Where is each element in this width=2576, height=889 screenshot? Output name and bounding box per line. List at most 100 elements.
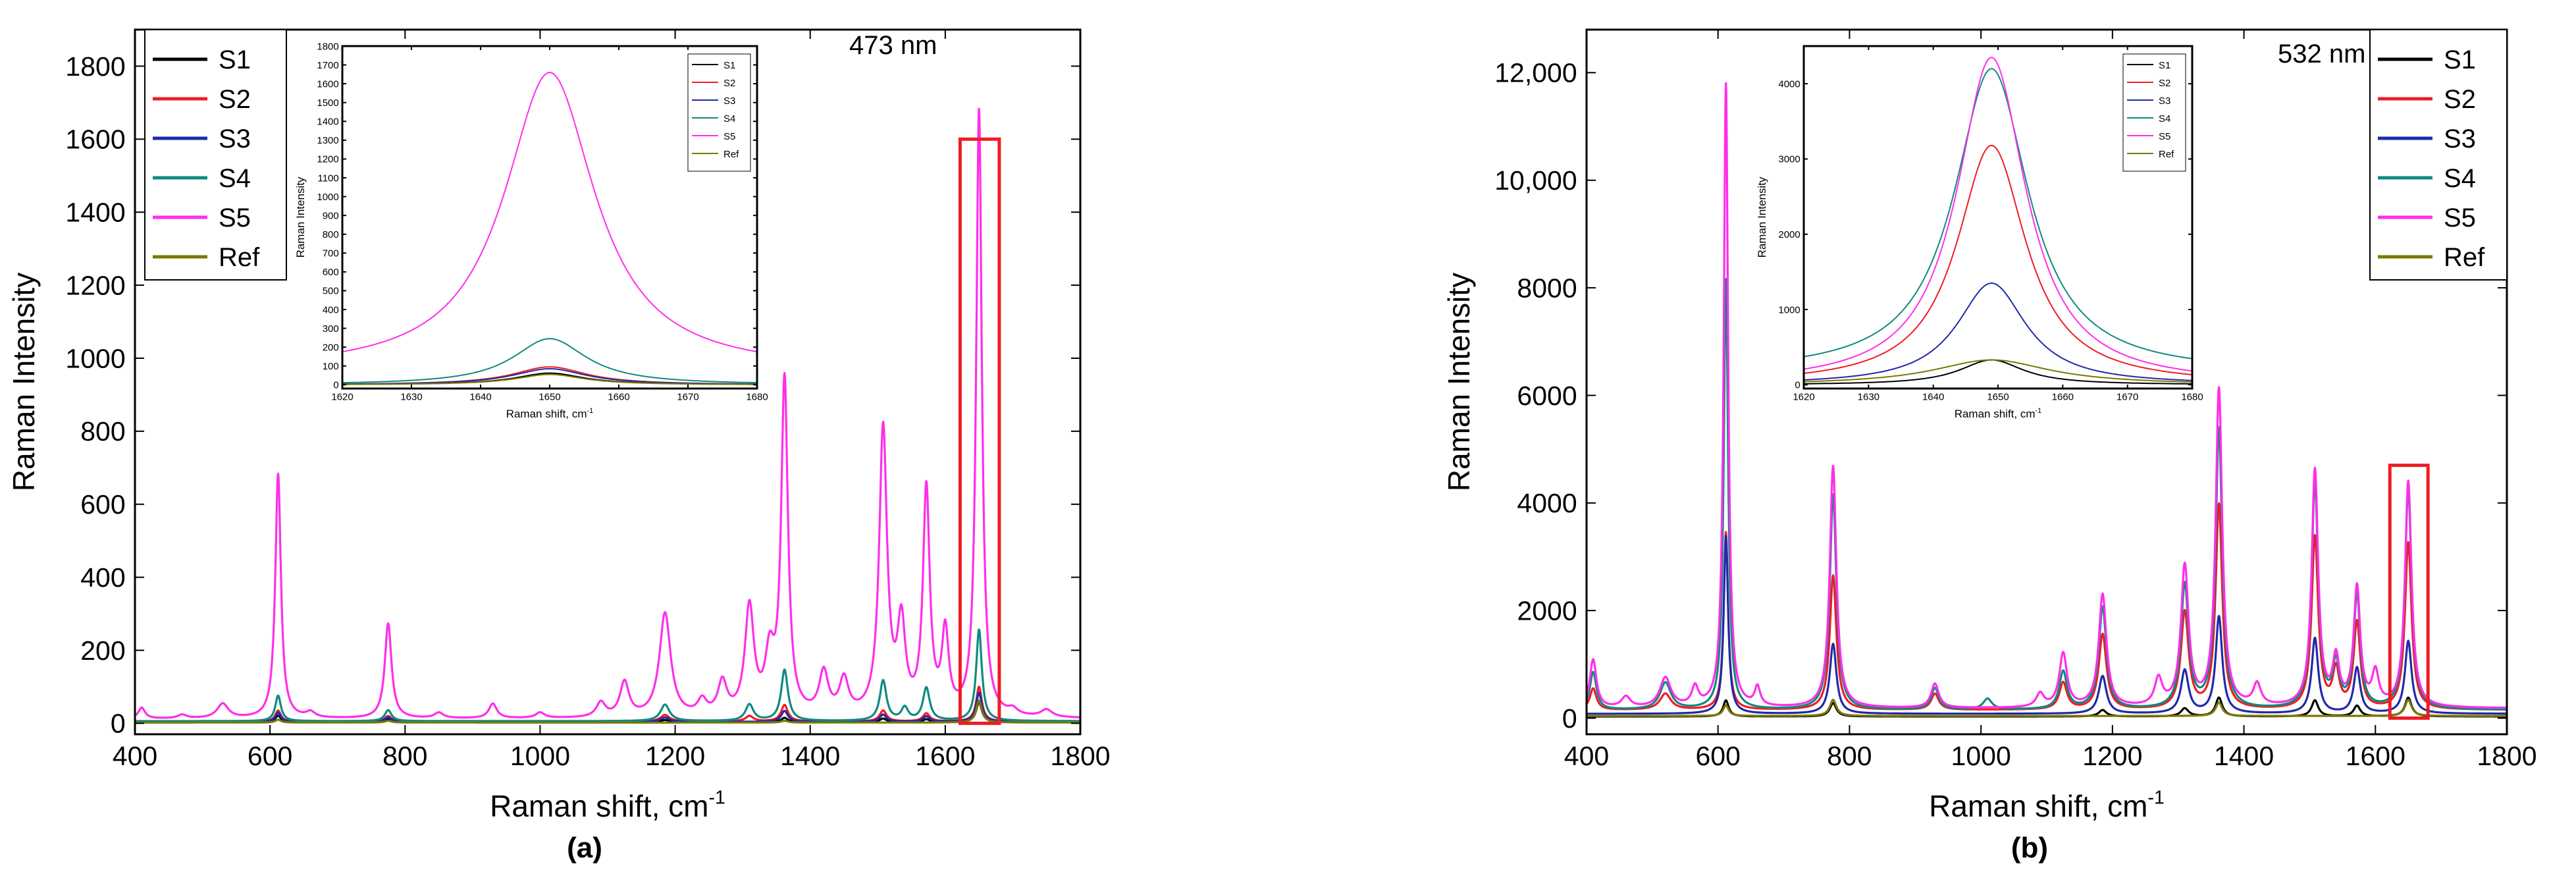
chart-a-inset-xtick-label: 1670 xyxy=(677,391,698,402)
chart-a-xtick-label: 600 xyxy=(248,741,292,771)
chart-a-xtick-label: 1400 xyxy=(780,741,840,771)
chart-a-legend-label-s5: S5 xyxy=(219,203,251,232)
chart-a: 400 600 800 1000 1200 1400 1600 180002004006008… xyxy=(7,28,1111,864)
chart-b-inset-series-s3 xyxy=(1804,283,2192,381)
chart-a-inset-ytick-label: 400 xyxy=(323,304,339,315)
chart-b-series-s2 xyxy=(1587,502,2507,711)
chart-a-highlight-box xyxy=(958,137,1001,725)
chart-a-inset: 1620 1630 1640 1650 1660 1670 1680 0 100 200 300 40… xyxy=(294,41,768,420)
chart-b-inset-ytick-label: 0 xyxy=(1795,380,1800,391)
chart-b-caption: (b) xyxy=(2011,832,2048,864)
chart-a-inset-ytick-label: 1400 xyxy=(317,117,338,128)
chart-a-inset-ytick-label: 900 xyxy=(323,210,339,221)
chart-a-series-s5 xyxy=(135,107,1080,719)
chart-b-inset-xtick-label: 1620 xyxy=(1793,391,1814,402)
chart-b-ytick-label: 2000 xyxy=(1517,595,1577,626)
chart-b-inset-xlabel: Raman shift, cm-1 xyxy=(1955,407,2042,420)
chart-a-ytick-label: 200 xyxy=(80,635,125,666)
chart-a-inset-ytick-label: 0 xyxy=(333,380,338,391)
chart-a-inset-ytick-label: 1100 xyxy=(317,173,338,184)
chart-b-inset-series-ref xyxy=(1804,359,2192,383)
chart-b-inset-ytick-label: 1000 xyxy=(1778,304,1800,315)
chart-b: 400 600 800 1000 1200 1400 1600 1800 0 2000 4000 60… xyxy=(1442,28,2537,864)
chart-a-caption: (a) xyxy=(567,832,602,864)
chart-b-legend-label-ref: Ref xyxy=(2444,243,2485,272)
chart-b-annotation: 532 nm xyxy=(2278,40,2365,68)
chart-b-legend-label-s5: S5 xyxy=(2444,203,2476,232)
chart-a-ytick-label: 1000 xyxy=(65,343,125,373)
chart-a-legend-label-ref: Ref xyxy=(219,243,260,272)
chart-b-xtick-label: 600 xyxy=(1696,741,1741,771)
chart-b-inset-ytick-label: 4000 xyxy=(1778,78,1800,90)
chart-a-series-s4 xyxy=(135,628,1080,722)
chart-b-inset-legend-box xyxy=(2122,53,2186,172)
chart-b-inset-series-group xyxy=(1804,57,2192,385)
chart-a-legend-label-s1: S1 xyxy=(219,45,251,74)
chart-a-inset-ytick-label: 500 xyxy=(323,286,339,297)
chart-b-inset-series-s5 xyxy=(1804,57,2192,372)
chart-b-inset-xlabel-sup: -1 xyxy=(2036,407,2042,415)
chart-a-inset-ylabel: Raman Intensity xyxy=(294,176,307,257)
chart-a-ytick-label: 1800 xyxy=(65,51,125,82)
chart-a-legend-label-s2: S2 xyxy=(219,85,251,114)
chart-b-inset-series-s4 xyxy=(1804,68,2192,360)
chart-b-ytick-label: 6000 xyxy=(1517,381,1577,411)
chart-a-inset-xlabel: Raman shift, cm-1 xyxy=(506,407,594,420)
chart-a-inset-xtick-label: 1620 xyxy=(331,391,353,402)
chart-a-xtick-label: 1200 xyxy=(645,741,705,771)
chart-a-inset-ytick-label: 700 xyxy=(323,248,339,259)
chart-b-inset-ylabel: Raman Intensity xyxy=(1756,176,1768,257)
chart-b-inset-legend-label-ref: Ref xyxy=(2159,149,2174,160)
chart-a-inset-ytick-label: 1000 xyxy=(317,192,338,203)
chart-a-inset-xtick-label: 1660 xyxy=(608,391,629,402)
chart-a-inset-ytick-label: 200 xyxy=(323,342,339,353)
chart-b-xtick-label: 800 xyxy=(1827,741,1872,771)
chart-a-xlabel-sup: -1 xyxy=(708,788,725,809)
chart-a-inset-ytick-label: 800 xyxy=(323,229,339,240)
chart-a-inset-xtick-label: 1650 xyxy=(539,391,560,402)
chart-b-series-s5 xyxy=(1587,82,2507,709)
chart-a-ytick-label: 0 xyxy=(111,709,126,739)
chart-b-highlight-box xyxy=(2388,464,2430,720)
chart-b-legend-label-s2: S2 xyxy=(2444,85,2476,114)
chart-a-inset-legend-label-s2: S2 xyxy=(723,78,735,89)
chart-b-ytick-label: 10,000 xyxy=(1494,165,1577,196)
chart-a-inset-legend-label-s3: S3 xyxy=(723,95,735,107)
chart-b-inset-xtick-label: 1650 xyxy=(1987,391,2009,402)
chart-b-inset-xtick-label: 1630 xyxy=(1858,391,1879,402)
chart-b-ytick-label: 4000 xyxy=(1517,488,1577,518)
chart-a-inset-xlabel-sup: -1 xyxy=(587,407,594,415)
chart-a-inset-ytick-label: 1300 xyxy=(317,135,338,146)
chart-a-ytick-label: 400 xyxy=(80,562,125,593)
chart-a-series-ref xyxy=(135,699,1080,724)
chart-b-inset-xtick-label: 1670 xyxy=(2116,391,2138,402)
chart-a-annotation: 473 nm xyxy=(849,31,937,60)
chart-a-inset-ytick-label: 600 xyxy=(323,267,339,278)
chart-a-inset-ytick-label: 1600 xyxy=(317,78,338,90)
chart-a-ytick-label: 800 xyxy=(80,416,125,446)
chart-a-inset-ytick-label: 100 xyxy=(323,361,339,372)
chart-a-ytick-label: 1600 xyxy=(65,124,125,155)
chart-b-legend-label-s3: S3 xyxy=(2444,124,2476,153)
chart-b-inset-ytick-label: 2000 xyxy=(1778,229,1800,240)
chart-a-inset-ytick-label: 1800 xyxy=(317,41,338,52)
chart-b-frame xyxy=(1585,28,2508,736)
chart-a-inset-series-ref xyxy=(342,373,757,385)
chart-b-series-s3 xyxy=(1587,535,2507,715)
chart-a-inset-series-group xyxy=(342,72,757,385)
chart-a-xtick-label: 400 xyxy=(113,741,157,771)
chart-b-inset-xtick-label: 1680 xyxy=(2181,391,2203,402)
chart-b-ytick-label: 0 xyxy=(1562,703,1577,734)
chart-a-xtick-label: 1800 xyxy=(1050,741,1110,771)
chart-a-inset-xtick-label: 1640 xyxy=(469,391,491,402)
chart-a-inset-ytick-label: 1700 xyxy=(317,60,338,71)
chart-a-ytick-label: 600 xyxy=(80,489,125,520)
chart-b-ytick-label: 12,000 xyxy=(1494,58,1577,88)
chart-b-xlabel-sup: -1 xyxy=(2147,788,2164,809)
chart-a-frame xyxy=(134,28,1082,736)
chart-a-inset-series-s4 xyxy=(342,338,757,384)
chart-a-ylabel: Raman Intensity xyxy=(7,273,41,491)
chart-b-series-group xyxy=(1587,82,2507,718)
chart-b-inset-legend-label-s4: S4 xyxy=(2159,113,2170,124)
chart-a-legend-box xyxy=(144,29,287,281)
